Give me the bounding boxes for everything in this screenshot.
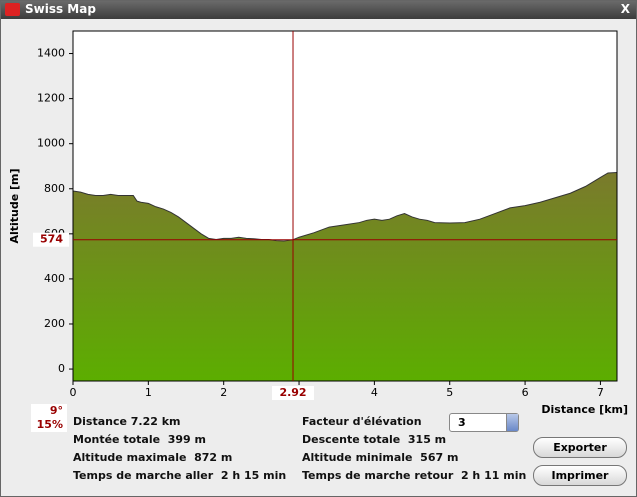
x-tick-label: 6: [522, 386, 529, 399]
stat-text: Distance 7.22 km: [73, 415, 181, 428]
export-button[interactable]: Exporter: [533, 437, 627, 458]
x-tick-label: 1: [145, 386, 152, 399]
elevation-factor-select[interactable]: 3: [449, 413, 519, 432]
print-button[interactable]: Imprimer: [533, 465, 627, 486]
close-button[interactable]: X: [620, 2, 630, 16]
stat-text: Temps de marche aller 2 h 15 min: [73, 469, 287, 482]
slope-label: 15%: [37, 418, 63, 431]
window-title: Swiss Map: [25, 2, 96, 16]
title-bar: Swiss Map X: [1, 1, 636, 19]
y-tick-label: 400: [44, 272, 65, 285]
stat-text: Descente totale 315 m: [302, 433, 447, 446]
y-tick-label: 1400: [37, 47, 65, 60]
y-tick-label: 200: [44, 317, 65, 330]
plot-frame: [72, 30, 618, 382]
stat-text: Altitude minimale 567 m: [302, 451, 459, 464]
chart: 020040060080010001200140001234567Altitud…: [8, 30, 628, 432]
x-tick-label: 2: [220, 386, 227, 399]
cursor-x-label: 2.92: [279, 386, 306, 399]
select-value: 3: [458, 416, 466, 429]
y-axis-label: Altitude [m]: [8, 168, 21, 243]
cursor-y-box: [33, 232, 69, 247]
y-tick-label: 1000: [37, 137, 65, 150]
x-tick-label: 7: [597, 386, 604, 399]
x-axis-label: Distance [km]: [541, 403, 628, 416]
slope-box: [31, 404, 67, 432]
x-tick-label: 0: [70, 386, 77, 399]
x-tick-label: 4: [371, 386, 378, 399]
profile-area: [73, 172, 617, 381]
app-icon: [5, 3, 20, 16]
y-tick-label: 1200: [37, 92, 65, 105]
slope-label: 9°: [50, 404, 63, 417]
cursor-y-label: 574: [40, 233, 63, 246]
stat-text: Facteur d'élévation: [302, 415, 422, 428]
stat-text: Altitude maximale 872 m: [73, 451, 233, 464]
stat-text: Temps de marche retour 2 h 11 min: [302, 469, 527, 482]
y-tick-label: 800: [44, 182, 65, 195]
profile-line: [72, 172, 618, 242]
y-tick-label: 0: [58, 362, 65, 375]
cursor-x-box: [272, 386, 315, 400]
x-tick-label: 5: [446, 386, 453, 399]
stat-text: Montée totale 399 m: [73, 433, 206, 446]
spinner[interactable]: [506, 414, 518, 431]
